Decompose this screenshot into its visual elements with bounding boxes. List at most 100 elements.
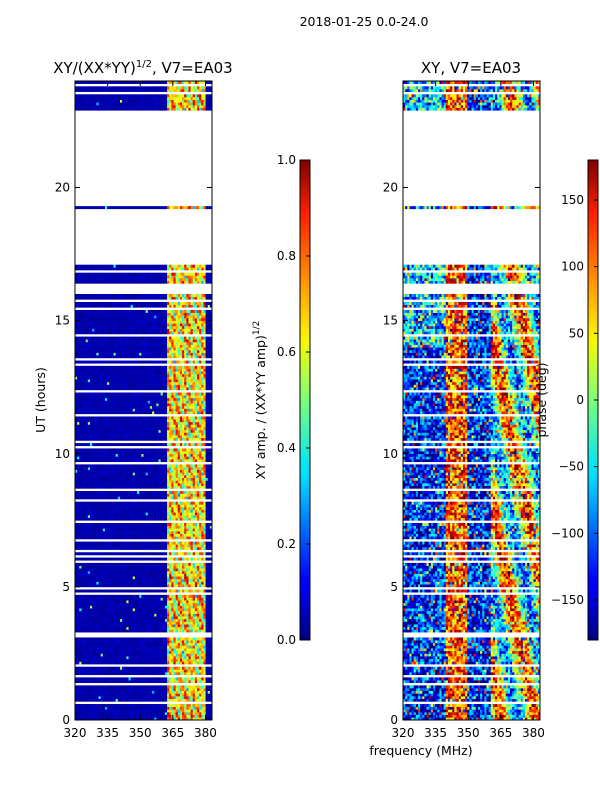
- heatmap-cell: [104, 706, 108, 710]
- heatmap-cell: [77, 565, 80, 569]
- heatmap-cell: [134, 584, 138, 588]
- heatmap-cell: [111, 610, 114, 614]
- heatmap-cell: [139, 712, 142, 715]
- heatmap-cell: [77, 602, 80, 606]
- heatmap-cell: [164, 706, 168, 710]
- heatmap-cell: [197, 541, 200, 545]
- heatmap-cell: [122, 648, 125, 652]
- heatmap-cell: [194, 536, 198, 540]
- heatmap-cell: [147, 624, 151, 628]
- heatmap-cell: [160, 680, 164, 684]
- heatmap-cell: [109, 546, 112, 550]
- heatmap-cell: [147, 709, 151, 713]
- heatmap-cell: [182, 522, 185, 526]
- heatmap-cell: [107, 570, 110, 574]
- heatmap-cell: [113, 573, 117, 577]
- heatmap-cell: [104, 618, 108, 622]
- heatmap-cell: [96, 613, 99, 617]
- heatmap-cell: [186, 698, 189, 702]
- heatmap-cell: [77, 706, 80, 710]
- heatmap-cell: [117, 626, 121, 630]
- heatmap-cell: [92, 706, 95, 710]
- heatmap-cell: [207, 666, 211, 670]
- heatmap-cell: [143, 656, 147, 660]
- heatmap-cell: [171, 616, 174, 620]
- heatmap-cell: [85, 618, 89, 622]
- heatmap-cell: [152, 645, 155, 649]
- heatmap-cell: [209, 653, 212, 657]
- heatmap-cell: [156, 677, 159, 681]
- heatmap-cell: [100, 536, 104, 540]
- heatmap-cell: [160, 712, 164, 715]
- heatmap-cell: [128, 570, 132, 574]
- heatmap-cell: [209, 706, 212, 710]
- heatmap-cell: [111, 541, 114, 545]
- heatmap-cell: [87, 544, 91, 548]
- heatmap-cell: [115, 669, 119, 673]
- heatmap-cell: [77, 666, 80, 670]
- heatmap-cell: [128, 669, 132, 673]
- heatmap-cell: [124, 629, 127, 633]
- heatmap-cell: [188, 613, 191, 617]
- heatmap-cell: [126, 600, 129, 604]
- heatmap-cell: [96, 533, 99, 537]
- heatmap-cell: [182, 528, 185, 532]
- heatmap-cell: [143, 552, 147, 556]
- heatmap-cell: [115, 602, 119, 606]
- heatmap-cell: [169, 653, 172, 657]
- heatmap-cell: [96, 656, 99, 660]
- heatmap-cell: [134, 562, 138, 566]
- heatmap-cell: [156, 546, 159, 550]
- heatmap-cell: [179, 522, 183, 526]
- heatmap-cell: [164, 618, 168, 622]
- heatmap-cell: [111, 666, 114, 670]
- heatmap-cell: [139, 698, 142, 702]
- heatmap-cell: [149, 621, 153, 625]
- heatmap-cell: [167, 645, 170, 649]
- heatmap-cell: [203, 621, 206, 625]
- heatmap-cell: [134, 658, 138, 662]
- heatmap-cell: [89, 568, 93, 572]
- heatmap-cell: [152, 698, 155, 702]
- heatmap-cell: [158, 544, 162, 548]
- heatmap-cell: [113, 581, 117, 585]
- heatmap-cell: [169, 602, 172, 606]
- heatmap-cell: [203, 650, 206, 654]
- heatmap-cell: [128, 530, 132, 534]
- heatmap-cell: [126, 629, 129, 633]
- heatmap-cell: [182, 666, 185, 670]
- heatmap-cell: [119, 637, 123, 641]
- heatmap-cell: [85, 525, 89, 529]
- heatmap-cell: [152, 656, 155, 660]
- heatmap-cell: [177, 616, 181, 620]
- heatmap-cell: [188, 685, 191, 689]
- heatmap-cell: [83, 570, 87, 574]
- heatmap-cell: [94, 552, 97, 556]
- heatmap-cell: [132, 717, 136, 720]
- heatmap-cell: [124, 685, 127, 689]
- heatmap-cell: [184, 706, 187, 710]
- heatmap-cell: [182, 706, 185, 710]
- heatmap-cell: [190, 517, 194, 521]
- heatmap-cell: [77, 653, 80, 657]
- heatmap-cell: [177, 645, 181, 649]
- heatmap-cell: [134, 517, 138, 521]
- heatmap-cell: [190, 661, 194, 665]
- heatmap-cell: [111, 552, 114, 556]
- heatmap-cell: [173, 600, 177, 604]
- heatmap-cell: [147, 517, 151, 521]
- heatmap-cell: [107, 536, 110, 540]
- heatmap-cell: [197, 576, 200, 580]
- heatmap-cell: [75, 656, 78, 660]
- heatmap-cell: [209, 597, 212, 601]
- heatmap-cell: [158, 680, 162, 684]
- heatmap-cell: [175, 616, 179, 620]
- heatmap-cell: [175, 522, 179, 526]
- heatmap-cell: [130, 573, 134, 577]
- heatmap-cell: [115, 581, 119, 585]
- heatmap-cell: [207, 637, 211, 641]
- heatmap-cell: [104, 541, 108, 545]
- heatmap-cell: [122, 530, 125, 534]
- heatmap-cell: [83, 533, 87, 537]
- heatmap-cell: [188, 693, 191, 697]
